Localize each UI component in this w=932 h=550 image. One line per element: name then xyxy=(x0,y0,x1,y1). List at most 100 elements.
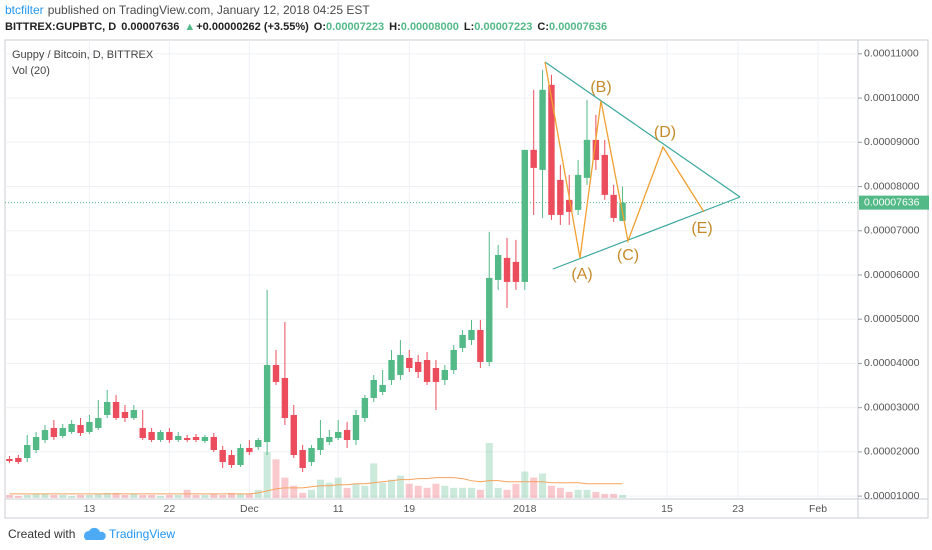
candle-body xyxy=(77,424,84,434)
candle-body xyxy=(59,428,66,437)
candle-body xyxy=(335,431,342,439)
ohlc-key: O: xyxy=(314,21,326,33)
candle-body xyxy=(539,89,546,170)
volume-bar xyxy=(254,489,262,498)
y-tick-label: 0.00011000 xyxy=(864,48,919,60)
volume-bar xyxy=(405,483,413,498)
volume-bar xyxy=(263,452,271,498)
candle-body xyxy=(219,449,226,463)
volume-bar xyxy=(14,495,22,498)
volume-bar xyxy=(316,479,324,498)
candle-body xyxy=(210,436,218,450)
candle-body xyxy=(574,174,582,210)
candle-body xyxy=(441,369,449,380)
candle-body xyxy=(281,377,289,419)
candle-body xyxy=(112,402,120,419)
candle-body xyxy=(308,447,315,463)
candle-body xyxy=(379,384,386,393)
candle-body xyxy=(566,199,573,212)
candle-body xyxy=(592,139,600,160)
volume-bar xyxy=(308,489,316,498)
volume-bar xyxy=(219,494,227,498)
candle-body xyxy=(530,149,537,168)
ohlc-key: L: xyxy=(464,21,474,33)
volume-bar xyxy=(352,483,360,498)
volume-bar xyxy=(467,487,475,498)
candle-body xyxy=(32,436,40,450)
candle-body xyxy=(548,84,555,215)
y-tick-label: 0.00001000 xyxy=(864,490,920,502)
y-tick-label: 0.00005000 xyxy=(864,313,920,325)
volume-bar xyxy=(530,477,538,498)
y-tick-label: 0.00007000 xyxy=(864,225,920,237)
volume-bar xyxy=(388,479,396,498)
candle-body xyxy=(361,397,369,419)
volume-bar xyxy=(299,492,307,498)
volume-bar xyxy=(77,494,85,498)
candle-body xyxy=(512,261,520,282)
candle-body xyxy=(15,457,22,463)
volume-bar xyxy=(414,485,422,498)
candle-body xyxy=(583,139,591,178)
candle-body xyxy=(148,431,155,440)
volume-bar xyxy=(494,487,502,498)
y-tick-label: 0.00004000 xyxy=(864,357,920,369)
candle-body xyxy=(370,379,377,398)
volume-bar xyxy=(245,493,253,498)
y-tick-label: 0.00003000 xyxy=(864,401,920,413)
volume-bar xyxy=(228,492,236,498)
volume-bar xyxy=(370,463,378,498)
candle-body xyxy=(41,429,49,440)
publisher[interactable]: btcfilter xyxy=(5,3,44,17)
publish-line: btcfilter published on TradingView.com, J… xyxy=(5,3,370,17)
y-tick-label: 0.00009000 xyxy=(864,136,920,148)
volume-bar xyxy=(5,494,13,498)
candle-body xyxy=(95,418,102,429)
price: 0.00007636 xyxy=(121,21,179,33)
volume-bar xyxy=(148,494,156,498)
candle-body xyxy=(237,447,244,466)
candle-body xyxy=(201,436,209,442)
volume-bar xyxy=(201,494,209,498)
candle-body xyxy=(103,402,111,416)
brand[interactable]: TradingView xyxy=(109,527,175,541)
created-with: Created with xyxy=(8,527,75,541)
candle-body xyxy=(406,357,413,368)
volume-bar xyxy=(423,487,431,498)
x-tick-label: 11 xyxy=(333,503,344,515)
candle-body xyxy=(246,447,253,453)
volume-bar xyxy=(32,493,40,498)
volume-bar xyxy=(325,482,333,498)
brand-logo[interactable] xyxy=(84,527,106,540)
candle-body xyxy=(263,364,271,443)
volume-bar xyxy=(396,475,404,498)
volume-bar xyxy=(41,493,49,498)
volume-bar xyxy=(192,494,200,498)
volume-bar xyxy=(521,471,529,498)
candle-body xyxy=(50,428,58,437)
volume-bar xyxy=(450,487,458,498)
candle-body xyxy=(352,415,360,440)
candle-body xyxy=(272,364,280,382)
candle-body xyxy=(450,349,457,370)
volume-bar xyxy=(50,494,58,498)
wave-label: (A) xyxy=(571,266,592,283)
candle-body xyxy=(477,329,484,362)
ohlc-value: 0.00008000 xyxy=(401,21,459,33)
volume-bar xyxy=(174,494,182,498)
x-tick-label: 2018 xyxy=(513,503,537,515)
x-tick-label: Dec xyxy=(240,503,259,515)
volume-bar xyxy=(139,494,147,498)
candle-body xyxy=(521,149,528,282)
plot xyxy=(5,40,858,498)
volume-bar xyxy=(23,494,31,498)
candle-body xyxy=(290,415,297,456)
volume-bar xyxy=(121,494,129,498)
volume-bar xyxy=(476,489,484,498)
volume-bar xyxy=(432,483,440,498)
candle-body xyxy=(228,455,235,466)
volume-bar xyxy=(94,493,102,498)
volume-bar xyxy=(441,485,449,498)
candle-body xyxy=(86,421,93,432)
x-tick-label: Feb xyxy=(809,503,827,515)
